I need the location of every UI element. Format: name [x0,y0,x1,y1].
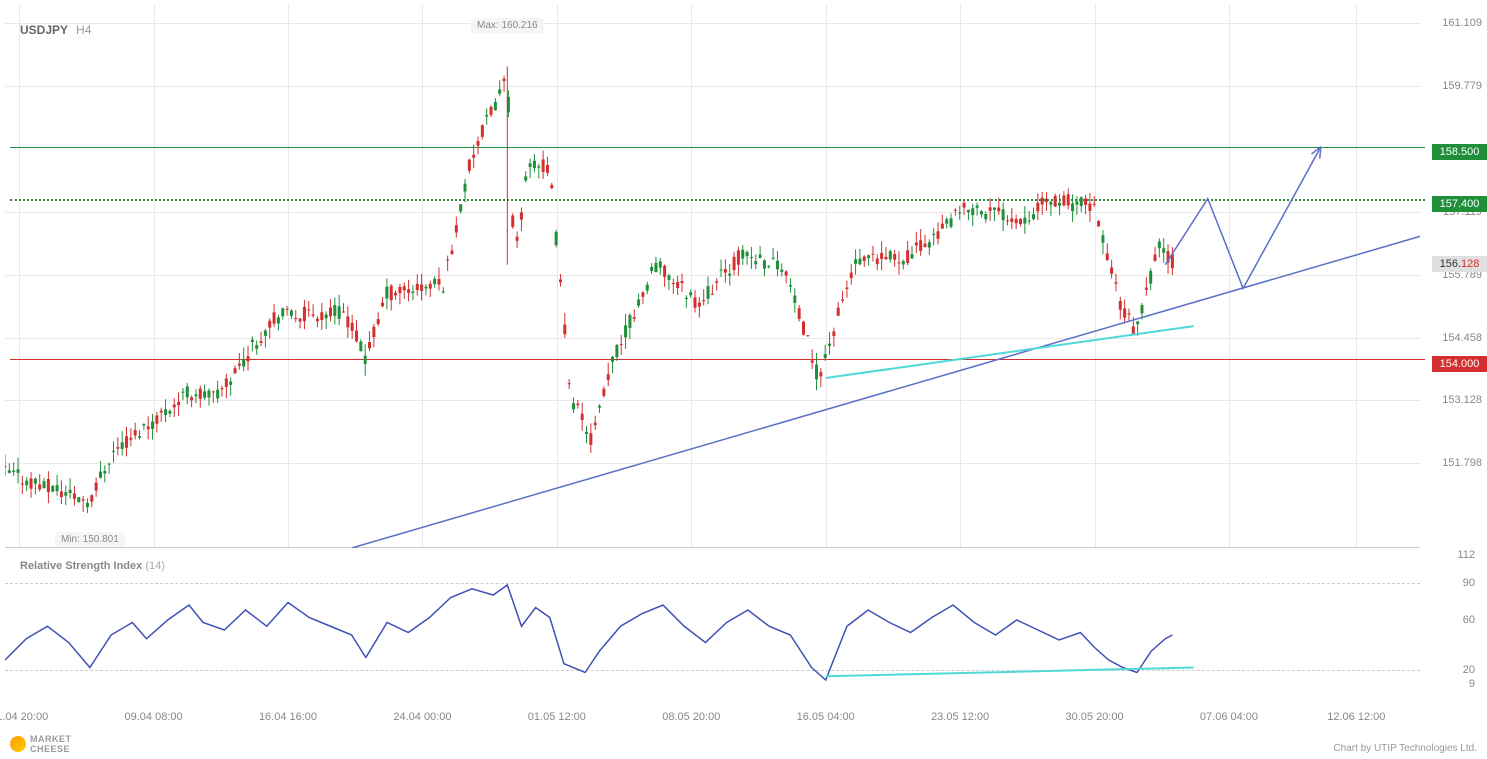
price-tick: 159.779 [1442,80,1482,92]
price-chart[interactable]: USDJPYH4 Max: 160.216 Min: 150.801 [5,5,1420,548]
time-tick: 07.06 04:00 [1200,711,1258,723]
time-tick: 16.04 16:00 [259,711,317,723]
min-annotation: Min: 150.801 [55,532,125,547]
time-tick: 30.05 20:00 [1065,711,1123,723]
price-axis: 151.798153.128154.458155.789157.119159.7… [1425,5,1487,548]
time-tick: 24.04 00:00 [393,711,451,723]
time-axis: 01.04 20:0009.04 08:0016.04 16:0024.04 0… [5,711,1420,731]
time-tick: 23.05 12:00 [931,711,989,723]
rsi-line [5,555,1420,695]
rsi-tick: 9 [1469,678,1475,690]
time-tick: 01.04 20:00 [0,711,48,723]
time-tick: 01.05 12:00 [528,711,586,723]
max-annotation: Max: 160.216 [471,18,544,33]
time-tick: 16.05 04:00 [797,711,855,723]
chart-credit: Chart by UTIP Technologies Ltd. [1333,743,1477,754]
price-tick: 153.128 [1442,394,1482,406]
rsi-chart[interactable]: Relative Strength Index (14) 9206090112 [5,555,1420,695]
rsi-tick: 20 [1463,664,1475,676]
rsi-tick: 60 [1463,614,1475,626]
time-tick: 09.04 08:00 [125,711,183,723]
price-level-tag: 157.400 [1432,196,1487,212]
current-price-tag: 156.128 [1432,256,1487,272]
price-level-tag: 154.000 [1432,356,1487,372]
time-tick: 08.05 20:00 [662,711,720,723]
price-level-tag: 158.500 [1432,144,1487,160]
rsi-tick: 112 [1457,549,1475,561]
price-tick: 161.109 [1442,17,1482,29]
price-tick: 151.798 [1442,457,1482,469]
rsi-tick: 90 [1463,577,1475,589]
price-projection-arrow [5,5,1420,548]
brand-watermark: MARKET CHEESE [10,734,72,754]
price-tick: 154.458 [1442,332,1482,344]
time-tick: 12.06 12:00 [1327,711,1385,723]
brand-icon [10,736,26,752]
